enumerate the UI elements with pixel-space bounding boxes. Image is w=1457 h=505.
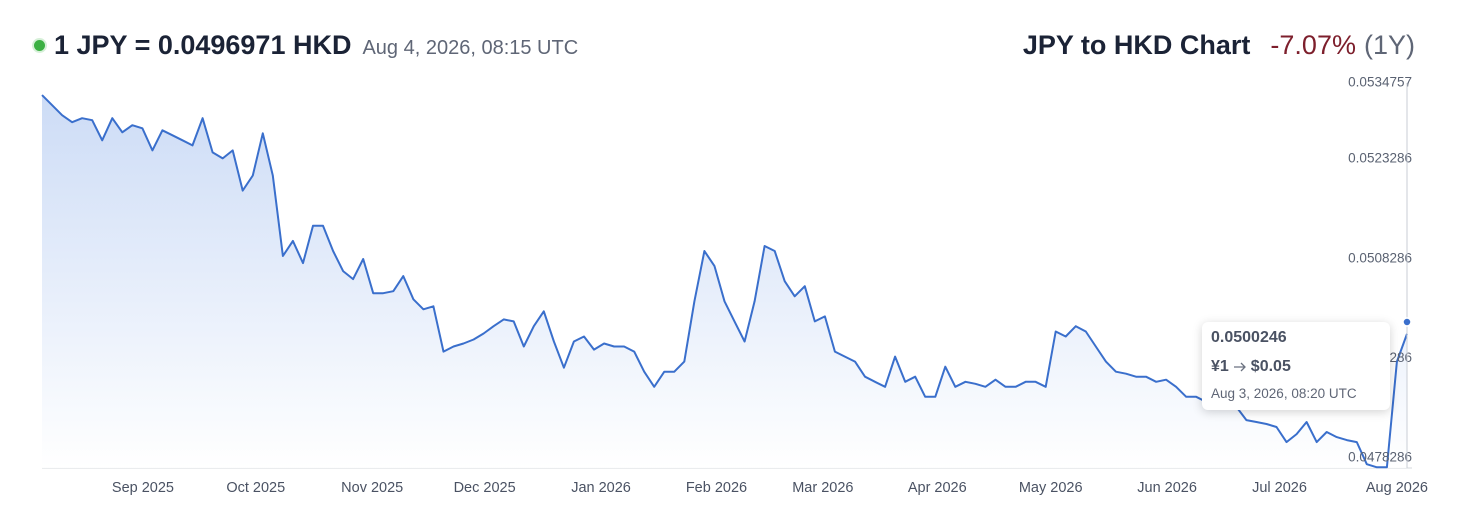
period[interactable]: (1Y) xyxy=(1363,30,1415,60)
x-tick-label: Oct 2025 xyxy=(226,480,285,496)
x-tick-label: Sep 2025 xyxy=(112,480,174,496)
tooltip-conversion: ¥1 $0.05 xyxy=(1211,358,1291,376)
x-tick-label: Dec 2025 xyxy=(454,480,516,496)
x-tick-label: May 2026 xyxy=(1019,480,1083,496)
y-tick-label: 0.0534757 xyxy=(1348,75,1412,90)
x-tick-label: Mar 2026 xyxy=(792,480,853,496)
x-tick-label: Nov 2025 xyxy=(341,480,403,496)
x-tick-label: Feb 2026 xyxy=(686,480,747,496)
timestamp: Aug 4, 2026, 08:15 UTC xyxy=(362,37,579,59)
chart-header: JPY to HKD Chart -7.07% (1Y) xyxy=(1023,30,1415,61)
area xyxy=(42,95,1407,468)
live-dot xyxy=(34,40,45,51)
tooltip-value: 0.0500246 xyxy=(1211,329,1287,346)
x-tick-label: Jun 2026 xyxy=(1137,480,1197,496)
x-tick-label: Jan 2026 xyxy=(571,480,631,496)
tooltip-from: ¥1 xyxy=(1211,358,1229,375)
tooltip: 0.0500246 ¥1 $0.05 Aug 3, 2026, 08:20 UT… xyxy=(1202,322,1390,410)
hover-dot xyxy=(1402,317,1412,327)
rate: 1 JPY = 0.0496971 HKD xyxy=(54,30,352,60)
x-tick-label: Aug 2026 xyxy=(1366,480,1428,496)
y-tick-label: 0.0523286 xyxy=(1348,151,1412,166)
y-tick-label: 0.0508286 xyxy=(1348,250,1412,265)
line xyxy=(41,94,1408,469)
tooltip-date: Aug 3, 2026, 08:20 UTC xyxy=(1211,386,1357,401)
arrow-icon xyxy=(1233,362,1246,372)
tooltip-to: $0.05 xyxy=(1250,358,1291,375)
rate-header: 1 JPY = 0.0496971 HKD Aug 4, 2026, 08:15… xyxy=(34,30,578,61)
x-tick-label: Jul 2026 xyxy=(1252,480,1307,496)
change: -7.07% xyxy=(1270,30,1356,60)
x-tick-label: Apr 2026 xyxy=(908,480,967,496)
y-tick-label: 0.0478286 xyxy=(1348,450,1412,465)
chart-title: JPY to HKD Chart xyxy=(1022,30,1251,60)
